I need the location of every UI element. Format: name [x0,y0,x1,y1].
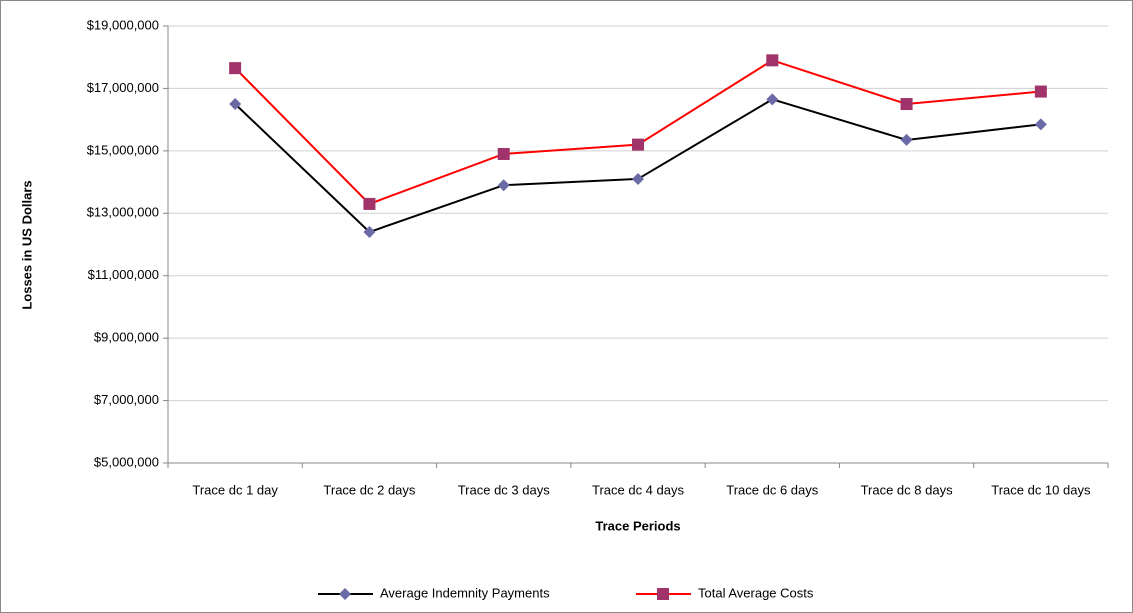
x-tick-label: Trace dc 8 days [861,482,954,497]
marker [632,138,644,151]
y-tick-label: $5,000,000 [94,454,159,469]
marker [229,98,242,111]
x-tick-label: Trace dc 4 days [592,482,685,497]
marker [900,133,913,146]
y-axis-title: Losses in US Dollars [19,180,34,309]
y-tick-label: $13,000,000 [87,205,159,220]
x-tick-label: Trace dc 1 day [192,482,278,497]
marker [497,147,510,160]
x-tick-label: Trace dc 2 days [323,482,416,497]
x-tick-label: Trace dc 6 days [726,482,819,497]
x-axis-title: Trace Periods [595,518,680,533]
marker [766,54,779,67]
y-tick-label: $9,000,000 [94,330,159,345]
marker [657,588,669,600]
marker [632,172,644,185]
marker [363,197,376,210]
marker [766,93,779,106]
y-tick-label: $15,000,000 [87,142,159,157]
legend-label: Total Average Costs [698,585,814,600]
marker [1034,118,1047,131]
legend-label: Average Indemnity Payments [380,585,550,600]
marker [497,179,510,192]
marker [363,226,376,239]
marker [229,62,242,75]
marker [339,588,351,600]
y-tick-label: $7,000,000 [94,392,159,407]
x-tick-label: Trace dc 10 days [991,482,1091,497]
marker [1034,85,1047,98]
y-tick-label: $19,000,000 [87,17,159,32]
x-tick-label: Trace dc 3 days [458,482,551,497]
y-tick-label: $17,000,000 [87,80,159,95]
y-tick-label: $11,000,000 [88,267,159,282]
marker [900,98,913,111]
